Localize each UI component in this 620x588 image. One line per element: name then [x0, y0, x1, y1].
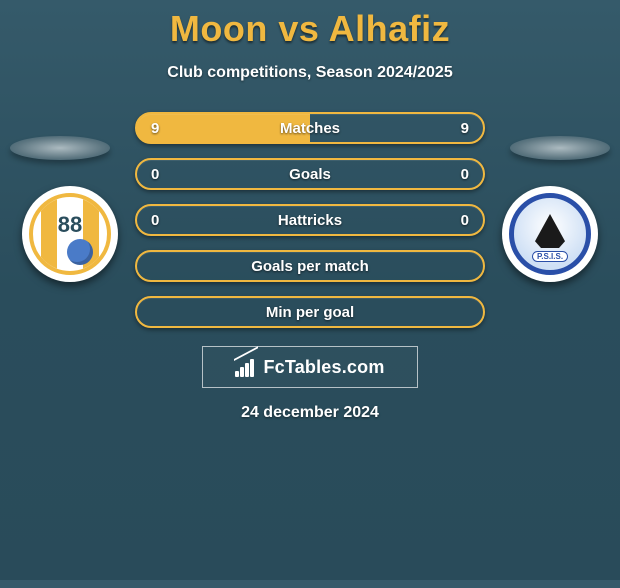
stat-left-value: 0 [151, 166, 171, 183]
stat-row-matches: 9 Matches 9 [135, 112, 485, 144]
club-logo-left: 88 [22, 186, 118, 282]
date-label: 24 december 2024 [0, 404, 620, 422]
stat-left-value: 0 [151, 212, 171, 229]
stat-right-value: 9 [449, 120, 469, 137]
stat-label: Matches [171, 120, 449, 137]
club-logo-right-banner: P.S.I.S. [532, 251, 568, 262]
monument-icon [535, 214, 565, 248]
stat-row-hattricks: 0 Hattricks 0 [135, 204, 485, 236]
player-shadow-left [10, 136, 110, 160]
stat-label: Hattricks [171, 212, 449, 229]
subtitle: Club competitions, Season 2024/2025 [0, 64, 620, 82]
stat-row-min-per-goal: Min per goal [135, 296, 485, 328]
player-shadow-right [510, 136, 610, 160]
stat-right-value: 0 [449, 212, 469, 229]
bar-chart-icon [235, 357, 257, 377]
brand-box: FcTables.com [202, 346, 418, 388]
club-logo-left-inner: 88 [29, 193, 111, 275]
brand-text: FcTables.com [263, 357, 384, 378]
club-logo-left-number: 88 [58, 212, 82, 238]
stat-row-goals: 0 Goals 0 [135, 158, 485, 190]
club-logo-right-inner: P.S.I.S. [509, 193, 591, 275]
stat-label: Min per goal [171, 304, 449, 321]
stat-row-goals-per-match: Goals per match [135, 250, 485, 282]
stat-label: Goals [171, 166, 449, 183]
stat-left-value: 9 [151, 120, 171, 137]
club-logo-right: P.S.I.S. [502, 186, 598, 282]
page-title: Moon vs Alhafiz [0, 8, 620, 50]
stat-right-value: 0 [449, 166, 469, 183]
stat-label: Goals per match [171, 258, 449, 275]
soccer-ball-icon [67, 239, 93, 265]
